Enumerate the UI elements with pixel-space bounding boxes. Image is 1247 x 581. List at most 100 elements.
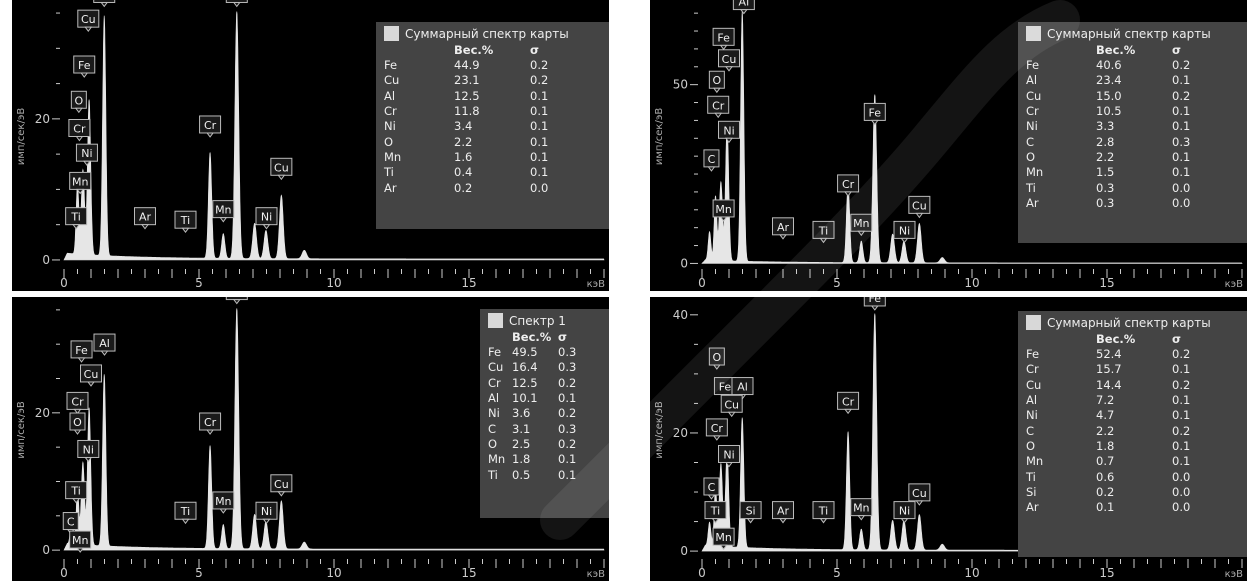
peak-label: Cr — [199, 115, 222, 138]
peak-label: O — [70, 90, 87, 114]
peak-label-text: Cr — [842, 178, 855, 191]
table-row: Fe 49.5 0.3 — [488, 345, 588, 360]
peak-label: O — [708, 70, 725, 94]
element-cell: Si — [1026, 484, 1037, 499]
y-axis-label: имп/сек/эВ — [654, 108, 665, 165]
table-row: Fe 40.6 0.2 — [1026, 58, 1212, 73]
table-header-blank — [488, 330, 512, 345]
sigma-cell: 0.1 — [1172, 119, 1191, 134]
peak-label: Ni — [893, 220, 916, 244]
peak-label-text: Al — [99, 337, 110, 350]
peak-label: Ni — [255, 207, 278, 230]
peak-label: Ti — [812, 220, 835, 244]
weight-cell: 10.1 — [512, 391, 538, 406]
peak-label-pointer — [712, 364, 721, 370]
peak-label-text: Fe — [231, 297, 244, 299]
table-row: Cr 10.5 0.1 — [1026, 104, 1212, 119]
table-header-blank — [1026, 332, 1096, 347]
peak-label-text: Si — [746, 505, 756, 518]
peak-label-text: Ti — [180, 214, 190, 227]
peak-label: Ni — [718, 444, 740, 468]
legend-panel: Спектр 1 Вес.% σ Fe 49.5 0.3 Cu 16.4 0.3 Cr 12.5 0.… — [480, 309, 609, 518]
x-tick-label: 0 — [60, 566, 68, 580]
peak-label-pointer — [277, 491, 286, 497]
table-header-weight: Вес.% — [1096, 332, 1136, 346]
table-row: C 2.2 0.2 — [1026, 423, 1212, 438]
peak-label: Cu — [80, 364, 102, 387]
table-row: C 2.8 0.3 — [1026, 134, 1212, 149]
legend-header: Суммарный спектр карты — [1026, 26, 1239, 41]
weight-cell: 49.5 — [512, 345, 538, 360]
sigma-cell: 0.3 — [558, 421, 577, 436]
peak-label-text: Mn — [215, 495, 231, 508]
table-header-sigma: σ — [1172, 332, 1181, 346]
sigma-cell: 0.3 — [558, 345, 577, 360]
element-cell: Ni — [1026, 408, 1038, 423]
y-tick-label: 0 — [680, 256, 688, 270]
composition-table: Вес.% σ Fe 40.6 0.2 Al 23.4 0.1 Cu 15.0 0.2 Cr 10.5 0… — [1026, 43, 1212, 211]
peak-label-text: O — [713, 351, 722, 364]
spectrum-panel: 051015кэВ020имп/сек/эВAlFeCuFeOCrNiMnTiA… — [12, 0, 609, 291]
peak-label: Ni — [893, 501, 916, 524]
element-cell: Ar — [1026, 500, 1039, 515]
element-cell: Ni — [1026, 119, 1038, 134]
table-row: Ar 0.3 0.0 — [1026, 196, 1212, 211]
weight-cell: 0.6 — [1096, 469, 1115, 484]
element-cell: Cu — [1026, 88, 1042, 103]
legend-title: Суммарный спектр карты — [1047, 26, 1211, 41]
peak-label-text: Ar — [139, 211, 152, 224]
sigma-cell: 0.1 — [1172, 73, 1191, 88]
sigma-cell: 0.3 — [1172, 134, 1191, 149]
peak-label-pointer — [100, 1, 109, 8]
peak-label-pointer — [141, 224, 149, 230]
peak-label: Ti — [174, 501, 197, 525]
weight-cell: 23.1 — [454, 73, 480, 88]
peak-label-text: Ni — [899, 505, 910, 518]
weight-cell: 2.8 — [1096, 134, 1115, 149]
table-row: Ar 0.2 0.0 — [384, 180, 570, 195]
composition-table: Вес.% σ Fe 49.5 0.3 Cu 16.4 0.3 Cr 12.5 0.2 Al 10.1 0… — [488, 330, 588, 483]
spectrum-panel: 051015кэВ020имп/сек/эВFeFeAlCuCrONiTiCMn… — [12, 297, 609, 581]
peak-label-text: Cu — [724, 398, 739, 411]
table-row: Al 23.4 0.1 — [1026, 73, 1212, 88]
peak-label-pointer — [714, 112, 723, 119]
sigma-cell: 0.1 — [558, 391, 577, 406]
element-cell: Ar — [1026, 195, 1039, 210]
element-cell: Al — [488, 391, 500, 406]
element-cell: O — [1026, 438, 1036, 453]
table-row: Al 7.2 0.1 — [1026, 393, 1212, 408]
legend-title: Суммарный спектр карты — [1047, 315, 1211, 330]
table-row: Fe 44.9 0.2 — [384, 58, 570, 73]
y-tick-label: 0 — [42, 253, 50, 267]
element-cell: Cr — [1026, 104, 1039, 119]
weight-cell: 44.9 — [454, 58, 480, 73]
weight-cell: 1.5 — [1096, 165, 1115, 180]
element-cell: Fe — [1026, 347, 1040, 362]
sigma-cell: 0.1 — [1172, 408, 1191, 423]
element-cell: Cu — [384, 73, 400, 88]
legend-panel: Суммарный спектр карты Вес.% σ Fe 44.9 0.2 Cu 2… — [376, 22, 609, 229]
peak-label-text: Ar — [777, 221, 790, 234]
table-header-sigma: σ — [1172, 43, 1181, 57]
peak-label-pointer — [739, 9, 748, 15]
peak-label-pointer — [72, 224, 81, 230]
legend-header: Спектр 1 — [488, 313, 601, 328]
weight-cell: 23.4 — [1096, 73, 1122, 88]
peak-label: Fe — [225, 0, 248, 8]
table-header-sigma: σ — [530, 43, 539, 57]
peak-label-text: Mn — [715, 203, 731, 216]
element-cell: Cu — [1026, 377, 1042, 392]
peak-label-text: Fe — [78, 59, 91, 72]
table-header-row: Вес.% σ — [384, 43, 570, 58]
x-axis-unit: кэВ — [587, 569, 606, 580]
weight-cell: 40.6 — [1096, 58, 1122, 73]
element-cell: Al — [1026, 73, 1038, 88]
peak-label: O — [69, 412, 86, 435]
peak-label: Fe — [863, 297, 886, 311]
table-row: Mn 0.7 0.1 — [1026, 454, 1212, 469]
peak-label-text: Fe — [719, 381, 732, 394]
table-header-weight: Вес.% — [512, 330, 552, 344]
table-row: O 2.5 0.2 — [488, 437, 588, 452]
peak-label: Mn — [69, 530, 92, 553]
spectrum-trace — [701, 10, 1243, 264]
